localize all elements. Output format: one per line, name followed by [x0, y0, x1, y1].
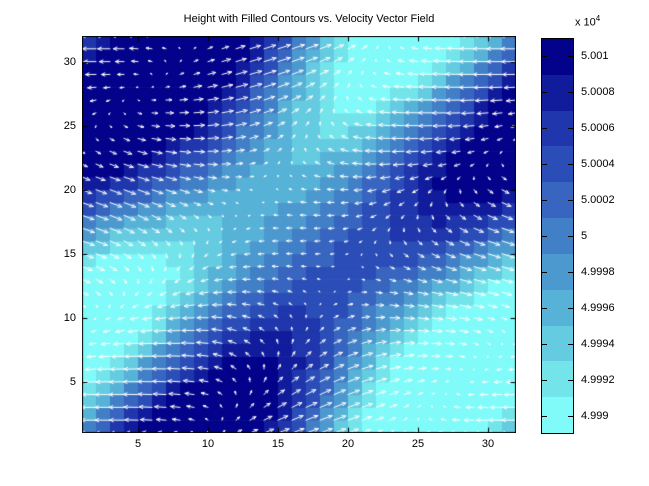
colorbar-tick-mark [568, 236, 573, 237]
colorbar-tick-mark [542, 164, 547, 165]
colorbar-tick-mark [568, 380, 573, 381]
colorbar-band [542, 39, 573, 75]
y-axis-tick-label: 30 [63, 55, 76, 68]
x-axis-tick-label: 25 [411, 438, 425, 450]
colorbar-band [542, 325, 573, 362]
y-axis-tick-label: 20 [63, 183, 76, 196]
y-axis-tick-label: 25 [63, 119, 76, 132]
colorbar-exponent-label: x 104 [575, 14, 600, 29]
colorbar-band [542, 218, 573, 254]
y-axis-tick-label: 5 [69, 375, 76, 388]
colorbar-exponent-prefix: x 10 [575, 16, 596, 29]
colorbar-tick-mark [542, 272, 547, 273]
x-axis-tick-label: 30 [481, 438, 495, 450]
colorbar-band [542, 397, 573, 433]
x-axis-tick-label: 5 [134, 438, 142, 450]
colorbar-tick-label: 5 [581, 230, 588, 242]
colorbar-tick-mark [568, 128, 573, 129]
colorbar-tick-label: 4.9992 [581, 374, 615, 386]
colorbar-tick-mark [568, 200, 573, 201]
colorbar-band [542, 361, 573, 398]
colorbar-band [542, 289, 573, 326]
colorbar-band [542, 74, 573, 111]
colorbar-tick-mark [542, 56, 547, 57]
colorbar-tick-label: 4.9994 [581, 338, 615, 350]
colorbar-tick-label: 4.9996 [581, 302, 615, 314]
colorbar-tick-mark [568, 56, 573, 57]
colorbar-band [542, 146, 573, 183]
colorbar-tick-label: 4.9998 [581, 266, 615, 278]
plot-title: Height with Filled Contours vs. Velocity… [183, 13, 435, 25]
x-axis-tick-label: 15 [271, 438, 285, 450]
colorbar-band [542, 253, 573, 290]
colorbar-tick-mark [542, 344, 547, 345]
y-axis-tick-label: 15 [63, 247, 76, 260]
colorbar-tick-mark [568, 92, 573, 93]
colorbar-tick-mark [568, 272, 573, 273]
colorbar-tick-mark [542, 380, 547, 381]
colorbar-tick-mark [542, 308, 547, 309]
y-axis-tick-label: 10 [63, 311, 76, 324]
colorbar-tick-mark [542, 236, 547, 237]
colorbar-tick-label: 5.0006 [581, 122, 615, 134]
colorbar-tick-label: 5.001 [581, 50, 609, 62]
colorbar-tick-label: 5.0002 [581, 194, 615, 206]
colorbar-tick-label: 5.0008 [581, 86, 615, 98]
colorbar-tick-mark [568, 164, 573, 165]
colorbar-band [542, 110, 573, 147]
colorbar [541, 38, 574, 434]
colorbar-tick-mark [568, 344, 573, 345]
colorbar-band [542, 182, 573, 219]
colorbar-tick-mark [542, 128, 547, 129]
colorbar-tick-mark [542, 92, 547, 93]
colorbar-tick-label: 4.999 [581, 410, 609, 422]
colorbar-tick-mark [542, 200, 547, 201]
colorbar-tick-mark [568, 416, 573, 417]
x-axis-tick-label: 10 [201, 438, 215, 450]
x-axis-tick-label: 20 [341, 438, 355, 450]
main-plot-canvas [82, 36, 516, 433]
colorbar-tick-mark [568, 308, 573, 309]
colorbar-exponent-power: 4 [595, 14, 601, 23]
colorbar-tick-label: 5.0004 [581, 158, 615, 170]
colorbar-tick-mark [542, 416, 547, 417]
